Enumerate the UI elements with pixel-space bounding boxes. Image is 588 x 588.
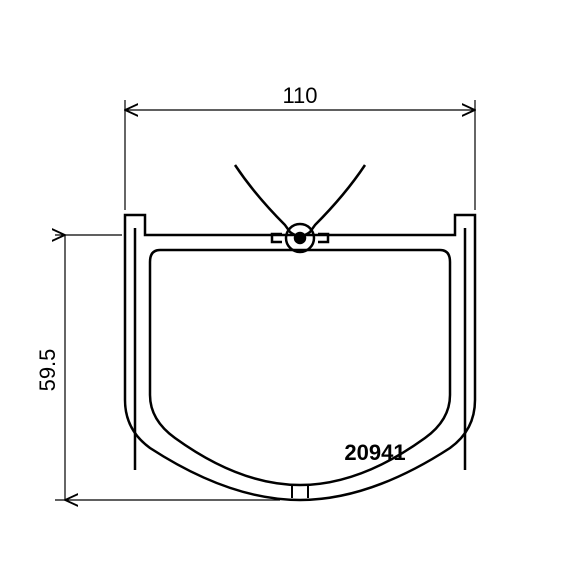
dimension-width xyxy=(125,100,475,210)
technical-drawing: 110 59.5 20941 xyxy=(0,0,588,588)
part-number-label: 20941 xyxy=(344,440,405,465)
dimension-width-label: 110 xyxy=(282,83,317,108)
drawing-container: 110 59.5 20941 xyxy=(0,0,588,588)
brake-pad-outline xyxy=(125,165,475,500)
dimension-height-label: 59.5 xyxy=(35,349,60,392)
